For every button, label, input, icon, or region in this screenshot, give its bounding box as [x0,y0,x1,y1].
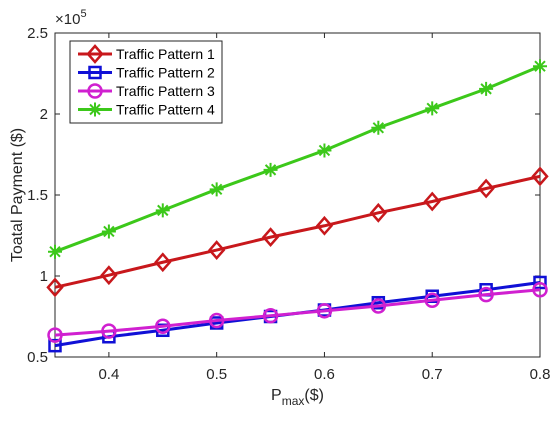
x-tick-label: 0.6 [314,366,335,383]
data-point [317,143,332,158]
data-point [316,303,333,319]
data-point [48,338,62,353]
data-point [315,215,334,236]
x-label-unit: ($) [304,387,324,404]
legend-label: Traffic Pattern 2 [116,65,215,81]
data-point [262,307,279,324]
y-axis: 0.5 1 1.5 2 2.5 [27,25,540,366]
legend-label: Traffic Pattern 1 [116,46,215,62]
legend-marker [86,44,104,64]
series-4 [48,59,547,259]
x-tick-label: 0.7 [422,366,443,383]
legend-entry: Traffic Pattern 3 [78,83,215,99]
data-point [371,120,386,135]
data-point [48,244,62,259]
legend: Traffic Pattern 1 Traffic Pattern 2 Traffi… [69,40,223,124]
x-tick-label: 0.4 [98,366,119,383]
data-point [531,166,549,187]
y-multiplier-base: ×10 [55,11,80,28]
data-point [46,277,64,298]
x-axis: 0.4 0.5 0.6 0.7 0.8 [98,33,550,383]
x-label-subscript: max [282,394,305,408]
data-point [101,323,117,339]
legend-label: Traffic Pattern 3 [116,83,215,99]
legend-entry: Traffic Pattern 4 [78,102,215,118]
series-3 [47,282,548,343]
x-tick-label: 0.5 [206,366,227,383]
data-point [369,202,387,223]
data-point [209,182,224,197]
y-tick-label: 1 [40,268,48,285]
series-line [54,174,541,289]
legend-marker [87,83,103,99]
y-axis-label: Toatal Payment ($) [9,128,26,262]
data-point [370,298,387,314]
data-point [208,240,226,260]
data-point [101,224,116,239]
data-point [478,286,494,303]
data-point [155,203,170,218]
series-layer [46,59,549,353]
data-point [423,191,441,212]
legend-entry: Traffic Pattern 1 [78,44,215,64]
data-point [479,81,494,96]
data-point [477,178,495,199]
data-point [261,227,280,248]
legend-entry: Traffic Pattern 2 [78,65,215,81]
y-tick-label: 1.5 [27,187,48,204]
series-1 [46,166,549,298]
data-point [425,101,440,116]
data-point [154,252,172,273]
legend-label: Traffic Pattern 4 [116,102,215,118]
data-point [533,275,547,290]
x-tick-label: 0.8 [530,366,550,383]
y-tick-label: 2.5 [27,25,48,42]
data-point [100,265,118,286]
y-axis-multiplier: ×105 [55,8,87,28]
x-axis-label: Pmax($) [271,387,324,408]
data-point [47,327,63,343]
x-label-main: P [271,387,282,404]
legend-marker [88,65,102,80]
data-point [208,312,225,329]
series-line [54,288,541,337]
y-tick-label: 0.5 [27,349,48,366]
y-multiplier-exp: 5 [80,8,86,20]
data-point [263,162,278,177]
data-point [532,282,548,298]
data-point [533,59,547,74]
y-tick-label: 2 [40,106,48,123]
data-point [424,292,440,309]
legend-marker [88,102,102,117]
data-point [155,318,171,334]
series-line [54,64,541,254]
